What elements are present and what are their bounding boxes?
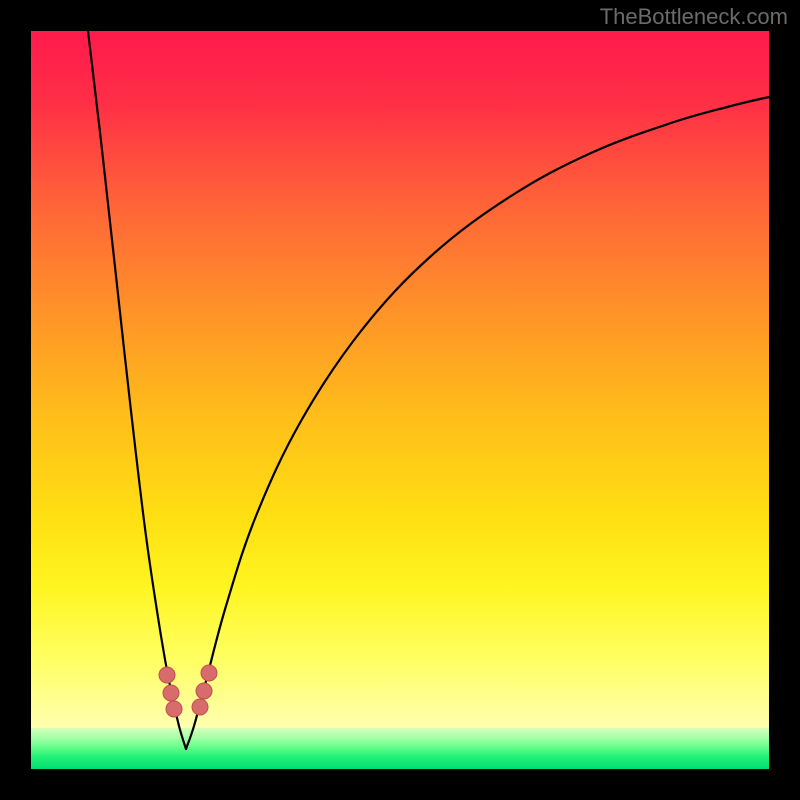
marker-point	[196, 683, 212, 699]
curve-left-branch	[88, 31, 186, 749]
curve-right-branch	[186, 97, 769, 749]
marker-point	[192, 699, 208, 715]
marker-point	[163, 685, 179, 701]
bottleneck-curve	[31, 31, 769, 769]
marker-group	[159, 665, 217, 717]
chart-frame: TheBottleneck.com	[0, 0, 800, 800]
marker-point	[201, 665, 217, 681]
plot-area	[31, 31, 769, 769]
marker-point	[159, 667, 175, 683]
marker-point	[166, 701, 182, 717]
watermark-text: TheBottleneck.com	[600, 4, 788, 30]
